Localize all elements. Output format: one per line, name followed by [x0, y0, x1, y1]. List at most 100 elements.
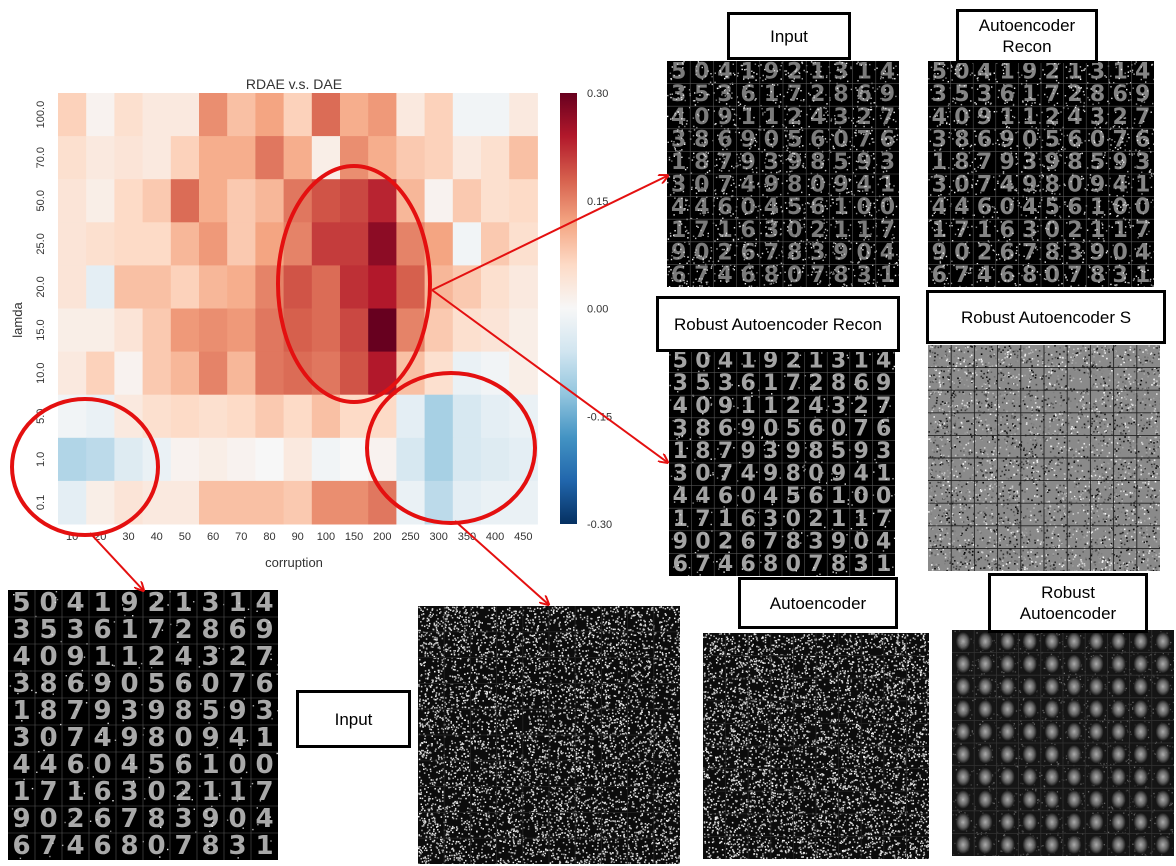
- svg-text:6: 6: [808, 484, 823, 509]
- heatmap-cell: [142, 351, 172, 396]
- svg-text:9: 9: [1045, 150, 1060, 175]
- svg-text:0: 0: [764, 127, 779, 152]
- svg-text:1: 1: [671, 218, 686, 243]
- svg-text:4: 4: [880, 61, 895, 85]
- svg-text:4: 4: [1135, 240, 1150, 265]
- heatmap-cell: [255, 179, 285, 223]
- svg-text:7: 7: [857, 127, 872, 152]
- svg-text:8: 8: [1090, 82, 1105, 107]
- svg-text:6: 6: [673, 552, 688, 576]
- heatmap-cell: [114, 265, 144, 309]
- svg-text:6: 6: [741, 240, 756, 265]
- svg-text:1: 1: [999, 61, 1014, 85]
- svg-text:6: 6: [740, 507, 755, 532]
- svg-text:2: 2: [786, 350, 801, 374]
- heatmap-cell: [227, 394, 256, 439]
- svg-text:9: 9: [1135, 82, 1150, 107]
- heatmap-cell: [227, 222, 256, 266]
- heatmap-cell: [283, 136, 313, 180]
- svg-text:8: 8: [1022, 263, 1037, 287]
- heatmap-cell: [86, 222, 115, 266]
- svg-text:1: 1: [880, 173, 895, 198]
- svg-text:4: 4: [1135, 61, 1150, 85]
- heatmap-cell: [255, 351, 285, 396]
- heatmap-cell: [170, 93, 200, 137]
- svg-text:7: 7: [695, 507, 710, 532]
- svg-text:1: 1: [853, 350, 868, 374]
- svg-text:9: 9: [831, 529, 846, 554]
- svg-text:2: 2: [717, 240, 732, 265]
- svg-text:2: 2: [853, 394, 868, 419]
- svg-text:3: 3: [977, 82, 992, 107]
- svg-text:1: 1: [1135, 173, 1150, 198]
- heatmap-cell: [452, 136, 482, 180]
- label-input-bottom: Input: [296, 690, 411, 748]
- svg-text:1: 1: [831, 507, 846, 532]
- svg-text:4: 4: [808, 394, 823, 419]
- label-robust-autoencoder-bottom: Robust Autoencoder: [988, 573, 1148, 633]
- colorbar: [560, 93, 577, 524]
- heatmap-cell: [340, 308, 369, 353]
- svg-text:3: 3: [831, 350, 846, 374]
- svg-text:0: 0: [880, 195, 895, 220]
- svg-text:1: 1: [1112, 218, 1127, 243]
- svg-text:3: 3: [764, 218, 779, 243]
- svg-text:1: 1: [853, 507, 868, 532]
- svg-text:0: 0: [810, 173, 825, 198]
- svg-text:3: 3: [808, 529, 823, 554]
- svg-text:0: 0: [1045, 263, 1060, 287]
- colorbar-tick-label: 0.15: [587, 196, 608, 208]
- svg-text:2: 2: [808, 507, 823, 532]
- y-tick-label: 20.0: [35, 276, 47, 297]
- svg-text:4: 4: [671, 195, 686, 220]
- heatmap-cell: [199, 222, 228, 266]
- x-tick-label: 70: [235, 531, 247, 543]
- svg-text:6: 6: [740, 371, 755, 396]
- svg-text:8: 8: [694, 127, 709, 152]
- svg-text:0: 0: [786, 552, 801, 576]
- svg-text:0: 0: [857, 195, 872, 220]
- svg-text:7: 7: [880, 218, 895, 243]
- svg-text:3: 3: [764, 150, 779, 175]
- heatmap-cell: [227, 480, 256, 525]
- svg-text:3: 3: [1022, 150, 1037, 175]
- heatmap-cell: [199, 308, 228, 353]
- heatmap-cell: [452, 437, 482, 482]
- svg-text:7: 7: [694, 263, 709, 287]
- svg-text:4: 4: [695, 484, 710, 509]
- svg-text:4: 4: [763, 484, 778, 509]
- svg-text:8: 8: [808, 439, 823, 464]
- arrow-to-robust-recon: [431, 289, 667, 462]
- heatmap-cell: [283, 437, 313, 482]
- x-tick-label: 150: [345, 531, 363, 543]
- svg-text:0: 0: [695, 350, 710, 374]
- colorbar-tick-label: 0.30: [587, 88, 608, 100]
- svg-text:9: 9: [763, 350, 778, 374]
- svg-text:7: 7: [954, 218, 969, 243]
- svg-text:6: 6: [740, 529, 755, 554]
- heatmap-cell: [255, 437, 285, 482]
- heatmap-cell: [481, 437, 510, 482]
- svg-text:9: 9: [977, 105, 992, 130]
- svg-text:3: 3: [671, 173, 686, 198]
- svg-text:2: 2: [1045, 105, 1060, 130]
- svg-text:9: 9: [857, 150, 872, 175]
- svg-text:4: 4: [694, 195, 709, 220]
- svg-text:4: 4: [977, 263, 992, 287]
- heatmap-cell: [396, 179, 426, 223]
- heatmap-cell: [396, 265, 426, 309]
- svg-text:0: 0: [808, 462, 823, 487]
- svg-text:7: 7: [1045, 82, 1060, 107]
- label-autoencoder-recon-top: Autoencoder Recon: [956, 9, 1098, 63]
- heatmap-cell: [86, 308, 115, 353]
- svg-text:4: 4: [810, 105, 825, 130]
- svg-text:3: 3: [763, 507, 778, 532]
- svg-text:0: 0: [787, 218, 802, 243]
- svg-text:8: 8: [787, 240, 802, 265]
- y-tick-label: 0.1: [35, 495, 47, 510]
- svg-text:3: 3: [1090, 105, 1105, 130]
- svg-text:0: 0: [695, 394, 710, 419]
- svg-text:7: 7: [1022, 240, 1037, 265]
- heatmap-cell: [58, 437, 87, 482]
